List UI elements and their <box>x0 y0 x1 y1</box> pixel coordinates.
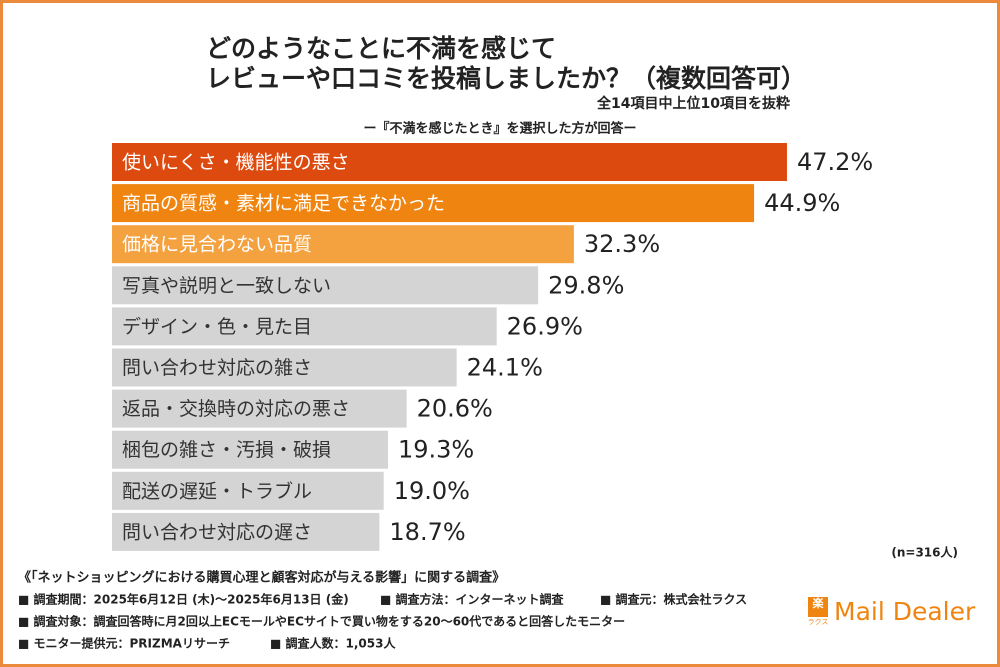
footer-item: ■ モニター提供元：PRIZMAリサーチ <box>18 636 230 651</box>
category-label: 梱包の雑さ・汚損・破損 <box>122 439 331 461</box>
value-label: 26.9% <box>507 312 583 340</box>
bar <box>112 348 457 387</box>
bar <box>112 184 755 223</box>
value-label: 18.7% <box>389 518 465 546</box>
logo-icon-text: 楽 <box>812 596 825 610</box>
survey-name: 《「ネットショッピングにおける購買心理と顧客対応が与える影響」に関する調査》 <box>18 570 505 586</box>
value-label: 47.2% <box>797 148 873 176</box>
category-label: 写真や説明と一致しない <box>122 275 331 297</box>
logo-caption: ラクス <box>808 618 829 626</box>
bar <box>112 471 384 510</box>
chart-subtitle: 全14項目中上位10項目を抜粋 <box>596 95 790 112</box>
sample-size: (n=316人) <box>891 545 958 560</box>
value-label: 19.0% <box>394 477 470 505</box>
footer-item: ■ 調査人数：1,053人 <box>270 636 396 651</box>
value-label: 24.1% <box>467 354 543 382</box>
bar <box>112 266 539 305</box>
category-label: 返品・交換時の対応の悪さ <box>122 398 350 420</box>
footer-item: ■ 調査期間：2025年6月12日 (木)〜2025年6月13日 (金) <box>18 592 349 607</box>
bar <box>112 143 787 181</box>
footer-item: ■ 調査方法：インターネット調査 <box>380 592 565 607</box>
value-label: 20.6% <box>417 395 493 423</box>
value-label: 19.3% <box>398 436 474 464</box>
value-label: 32.3% <box>584 230 660 258</box>
category-label: 問い合わせ対応の遅さ <box>122 521 312 543</box>
bar <box>112 307 497 346</box>
category-label: デザイン・色・見た目 <box>122 316 312 338</box>
value-label: 29.8% <box>548 271 624 299</box>
chart-note: ー『不満を感じたとき』を選択した方が回答ー <box>363 121 636 137</box>
bar <box>112 389 407 428</box>
footer-item: ■ 調査対象：調査回答時に月2回以上ECモールやECサイトで買い物をする20〜6… <box>18 614 625 629</box>
bar <box>112 430 388 469</box>
category-label: 問い合わせ対応の雑さ <box>122 357 312 379</box>
logo-name: Mail Dealer <box>834 597 976 626</box>
category-label: 価格に見合わない品質 <box>122 234 312 256</box>
bar <box>112 225 574 264</box>
category-label: 配送の遅延・トラブル <box>122 479 312 502</box>
category-label: 使いにくさ・機能性の悪さ <box>122 152 350 174</box>
logo-icon <box>808 597 828 617</box>
category-label: 商品の質感・素材に満足できなかった <box>122 193 445 215</box>
logo: 楽 ラクス Mail Dealer <box>808 596 976 626</box>
value-label: 44.9% <box>764 189 840 217</box>
bar <box>112 512 380 551</box>
chart-title: どのようなことに不満を感じて <box>206 34 556 63</box>
footer-item: ■ 調査元：株式会社ラクス <box>600 592 747 607</box>
chart-title: レビューや口コミを投稿しましたか？（複数回答可） <box>206 64 806 93</box>
